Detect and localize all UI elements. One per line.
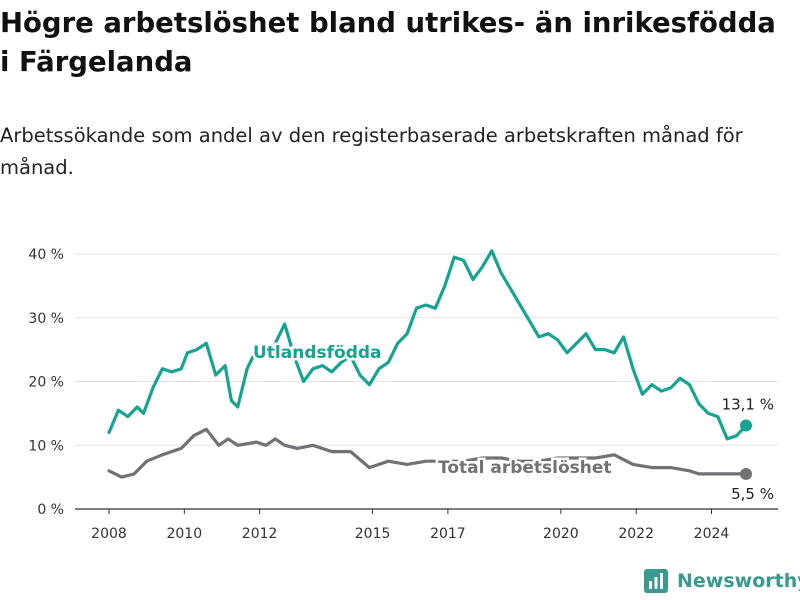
series-label-total: Total arbetslöshet [438, 458, 612, 478]
series-line-total [107, 427, 748, 479]
end-point-total [740, 467, 752, 480]
y-tick-label: 20 % [28, 375, 64, 391]
brand-name: Newsworthy [677, 570, 800, 592]
y-tick-label: 30 % [28, 311, 64, 327]
y-tick-label: 0 % [37, 502, 64, 518]
end-point-utlandsfodda [740, 419, 752, 432]
series-label-utlandsfodda: Utlandsfödda [253, 343, 382, 363]
x-tick-label: 2024 [694, 526, 730, 542]
x-tick-label: 2015 [355, 526, 391, 542]
x-tick-label: 2010 [166, 526, 202, 542]
x-tick-label: 2008 [91, 526, 127, 542]
line-chart: 0 % 10 % 20 % 30 % 40 % 2008 2010 2012 2015 2017 2… [28, 247, 778, 542]
chart-title: Högre arbetslöshet bland utrikes- än inr… [0, 7, 776, 78]
end-label-total: 5,5 % [731, 485, 774, 503]
newsworthy-brand: Newsworthy [643, 568, 800, 594]
y-tick-label: 40 % [28, 247, 64, 263]
x-tick-label: 2020 [543, 526, 579, 542]
x-tick-label: 2012 [242, 526, 278, 542]
x-tick-label: 2017 [430, 526, 466, 542]
x-tick-label: 2022 [618, 526, 654, 542]
newsworthy-logo-icon [644, 569, 668, 593]
end-label-utlandsfodda: 13,1 % [722, 395, 774, 413]
series-line-utlandsfodda [107, 249, 748, 441]
y-tick-label: 10 % [28, 438, 64, 454]
chart-subtitle: Arbetssökande som andel av den registerb… [0, 124, 743, 179]
